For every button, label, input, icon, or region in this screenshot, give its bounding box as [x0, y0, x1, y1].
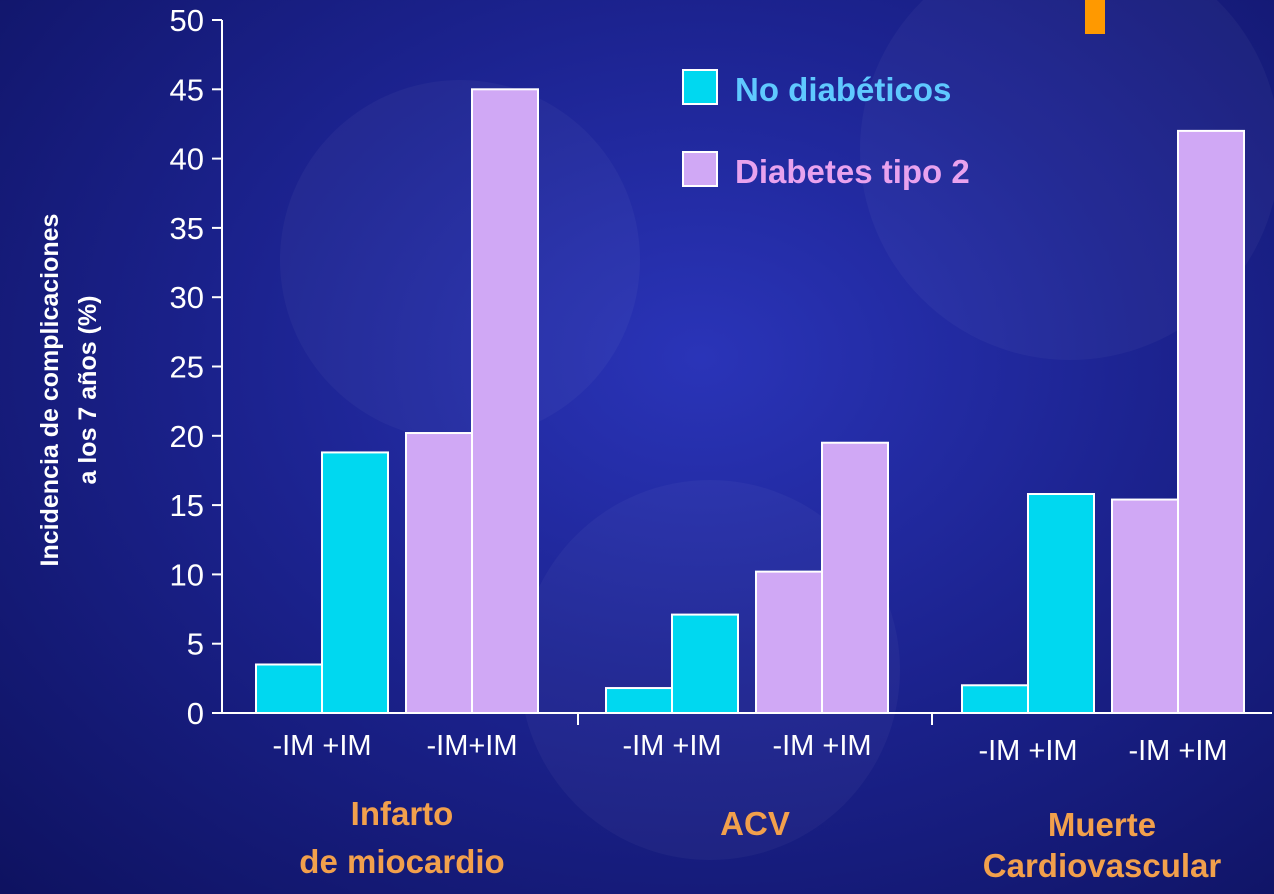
- x-group-label: de miocardio: [299, 843, 504, 880]
- bar-diabetes-tipo-2: [1177, 129, 1245, 714]
- y-tick-label: 35: [170, 211, 204, 246]
- legend-swatch: [682, 69, 718, 105]
- y-axis-label: Incidencia de complicaciones a los 7 años…: [36, 214, 102, 567]
- x-sub-label: -IM +IM: [272, 730, 371, 762]
- legend-label: No diabéticos: [735, 71, 951, 108]
- bar-no-diabeticos: [1027, 493, 1095, 714]
- y-axis-title-line: a los 7 años (%): [74, 296, 102, 485]
- y-tick-label: 30: [170, 280, 204, 315]
- bar-diabetes-tipo-2: [755, 570, 823, 714]
- bar-no-diabeticos: [321, 451, 389, 714]
- y-tick-label: 10: [170, 557, 204, 592]
- x-group-label: Muerte: [1048, 806, 1156, 843]
- y-tick-label: 20: [170, 419, 204, 454]
- y-tick-label: 40: [170, 142, 204, 177]
- legend: No diabéticos Diabetes tipo 2: [682, 69, 970, 190]
- y-tick-label: 15: [170, 488, 204, 523]
- y-tick-label: 0: [187, 696, 204, 731]
- bar-no-diabeticos: [255, 663, 323, 714]
- x-group-label: Infarto: [351, 795, 454, 832]
- x-sub-label: -IM +IM: [622, 730, 721, 762]
- x-group-label: Cardiovascular: [983, 847, 1222, 884]
- bar-diabetes-tipo-2: [471, 88, 539, 715]
- legend-label: Diabetes tipo 2: [735, 153, 970, 190]
- x-sub-label: -IM +IM: [1128, 735, 1227, 767]
- bar-no-diabeticos: [961, 684, 1029, 715]
- y-tick-label: 45: [170, 72, 204, 107]
- y-tick-label: 50: [170, 3, 204, 38]
- bar-no-diabeticos: [671, 613, 739, 714]
- bar-diabetes-tipo-2: [821, 441, 889, 714]
- y-tick-label: 25: [170, 350, 204, 385]
- x-sub-label: -IM+IM: [426, 730, 517, 762]
- legend-swatch: [682, 151, 718, 187]
- y-axis-title-line: Incidencia de complicaciones: [36, 214, 64, 567]
- bars: [255, 88, 1245, 715]
- x-sub-label: -IM +IM: [978, 735, 1077, 767]
- x-sub-label: -IM +IM: [772, 730, 871, 762]
- axes: 0 5 10 15 20 25 30 35 40 45 50: [170, 3, 1272, 731]
- x-axis-labels: -IM +IM -IM+IM Infarto de miocardio -IM +IM -…: [272, 730, 1227, 884]
- bar-no-diabeticos: [605, 687, 673, 715]
- title-fragment-decoration: [1085, 0, 1105, 34]
- x-group-label: ACV: [720, 805, 790, 842]
- bar-diabetes-tipo-2: [1111, 498, 1179, 714]
- y-tick-label: 5: [187, 627, 204, 662]
- bar-diabetes-tipo-2: [405, 432, 473, 714]
